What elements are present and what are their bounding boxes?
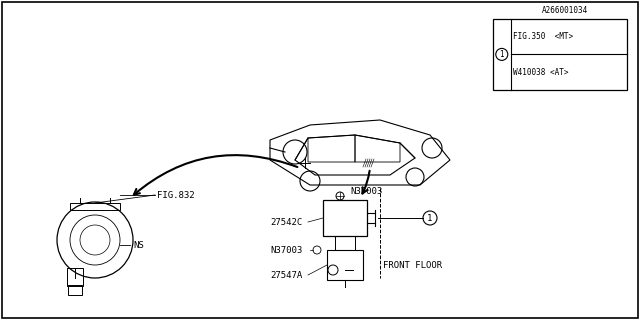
Text: FIG.350  <MT>: FIG.350 <MT> (513, 32, 573, 41)
Text: 27542C: 27542C (270, 218, 302, 227)
Text: N37003: N37003 (270, 245, 302, 254)
Bar (493, 19, 627, 90)
Text: A266001034: A266001034 (541, 5, 588, 14)
Bar (68, 285, 82, 295)
Bar (327, 250, 363, 280)
Bar (323, 200, 367, 236)
Text: 1: 1 (428, 213, 433, 222)
Text: FRONT FLOOR: FRONT FLOOR (383, 261, 442, 270)
Text: FIG.832: FIG.832 (157, 190, 195, 199)
Bar (67, 268, 83, 286)
Text: 27547A: 27547A (270, 270, 302, 279)
Text: W410038 <AT>: W410038 <AT> (513, 68, 568, 76)
Text: N37003: N37003 (350, 187, 382, 196)
Text: NS: NS (133, 241, 144, 250)
Text: 1: 1 (499, 50, 504, 59)
